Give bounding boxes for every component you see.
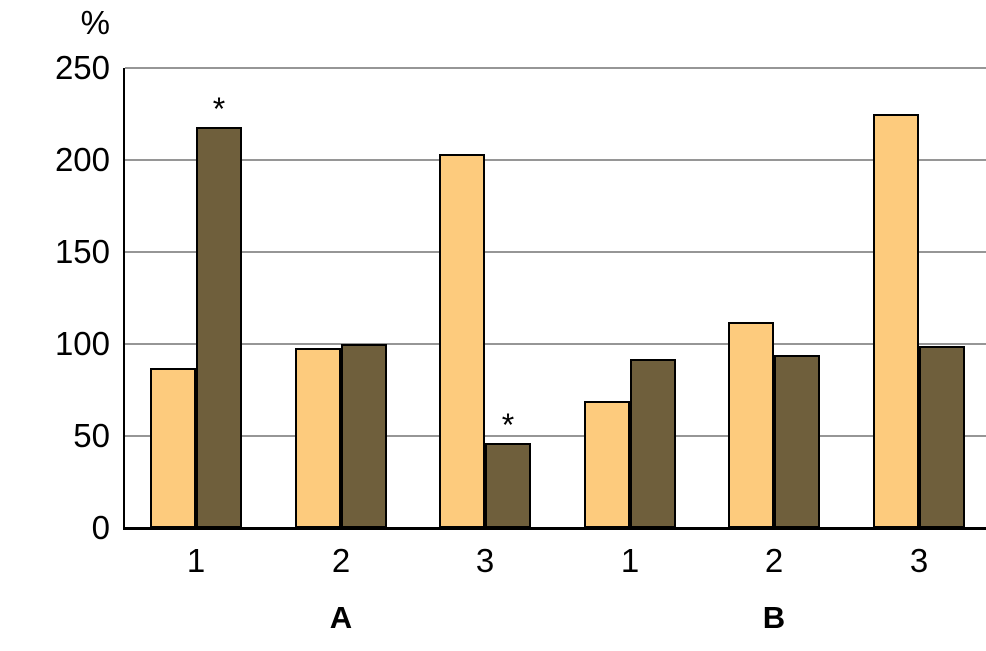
section-label-A: A — [329, 600, 353, 635]
bar-light-bars-group5 — [728, 322, 774, 528]
x-tick-label-group6: 3 — [909, 542, 929, 579]
x-tick-label-group3: 3 — [475, 542, 495, 579]
gridline-250 — [125, 67, 986, 69]
y-axis-line — [123, 68, 125, 530]
y-tick-label-0: 0 — [91, 509, 110, 546]
significance-marker: * — [212, 91, 226, 127]
y-tick-label-150: 150 — [54, 233, 110, 270]
x-axis-line — [123, 527, 986, 530]
significance-marker: * — [501, 407, 515, 443]
gridline-50 — [125, 435, 986, 437]
bar-light-bars-group6 — [873, 114, 919, 528]
y-tick-label-50: 50 — [73, 417, 110, 454]
y-tick-label-100: 100 — [54, 325, 110, 362]
bar-dark-bars-group2 — [341, 344, 387, 528]
gridline-200 — [125, 159, 986, 161]
bar-dark-bars-group3 — [485, 443, 531, 528]
gridline-100 — [125, 343, 986, 345]
x-tick-label-group1: 1 — [186, 542, 206, 579]
plot-area: * * — [123, 67, 986, 530]
x-tick-label-group5: 2 — [764, 542, 784, 579]
bar-dark-bars-group4 — [630, 359, 676, 528]
y-tick-label-200: 200 — [54, 141, 110, 178]
gridline-150 — [125, 251, 986, 253]
x-tick-label-group2: 2 — [331, 542, 351, 579]
bar-light-bars-group1 — [150, 368, 196, 528]
bar-dark-bars-group1 — [196, 127, 242, 528]
bar-light-bars-group4 — [584, 401, 630, 528]
bar-light-bars-group3 — [439, 154, 485, 528]
y-tick-label-250: 250 — [54, 49, 110, 86]
bar-light-bars-group2 — [295, 348, 341, 528]
y-axis-unit-label: % — [80, 4, 110, 41]
bar-dark-bars-group5 — [774, 355, 820, 528]
x-tick-label-group4: 1 — [620, 542, 640, 579]
bar-dark-bars-group6 — [919, 346, 965, 528]
section-label-B: B — [762, 600, 786, 635]
